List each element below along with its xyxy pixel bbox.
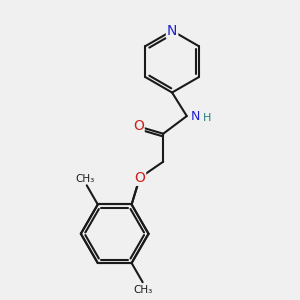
Text: O: O [134,171,145,185]
Text: H: H [203,112,211,122]
Text: CH₃: CH₃ [133,284,152,295]
Text: O: O [133,119,144,134]
Text: N: N [190,110,200,123]
Text: N: N [167,24,177,38]
Text: CH₃: CH₃ [76,174,95,184]
